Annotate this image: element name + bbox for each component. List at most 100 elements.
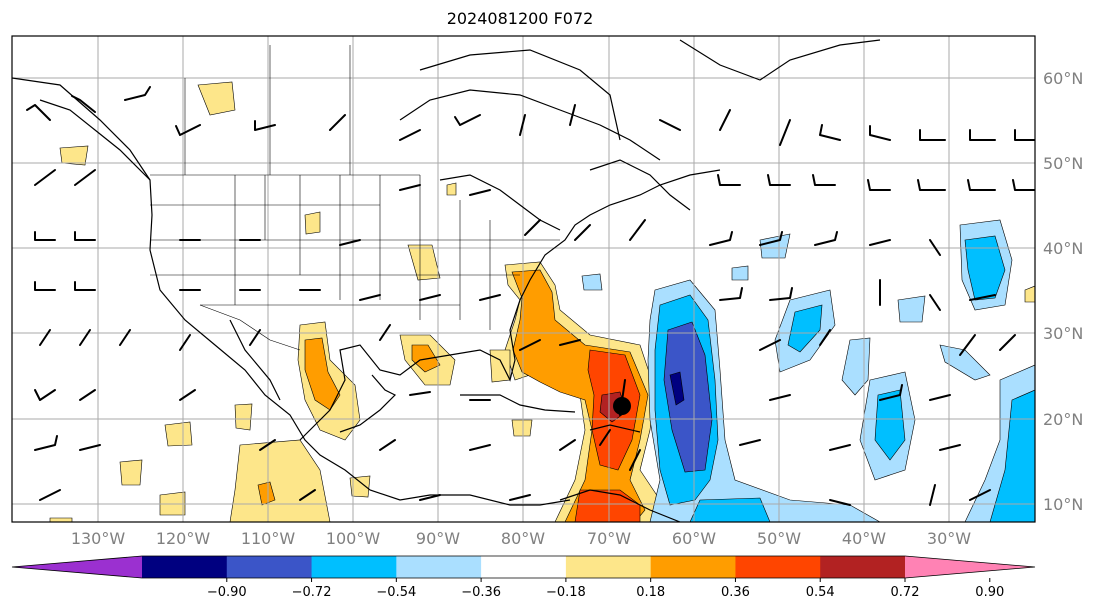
colorbar-extend-high [905,556,1035,578]
wind-barb [379,439,396,451]
colorbar-swatch [820,556,906,578]
wind-barb [39,489,61,501]
wind-barb [559,339,581,346]
wind-barb [469,189,491,196]
wind-barb [659,119,681,131]
wind-barb [79,389,96,401]
wind-barb [179,389,196,401]
wind-barb [469,444,491,451]
wind-barb [249,329,261,346]
colorbar-swatch [226,556,313,578]
wind-barb [717,174,741,186]
wind-barb [299,489,316,501]
wind-barb [819,124,841,141]
wind-barb [559,439,576,451]
colorbar-swatch [735,556,821,578]
wind-barb [879,384,903,401]
lon-label: 90°W [416,529,460,548]
lat-label: 20°N [1043,410,1083,429]
wind-barb [71,95,96,113]
wind-barb [629,449,641,471]
wind-barb [419,494,441,501]
wind-barb [769,394,791,401]
wind-barb [254,120,276,131]
wind-barb [719,287,743,301]
wind-barb [74,169,96,186]
wind-barb [629,219,646,241]
wind-barb [999,334,1016,351]
wind-barb [119,329,131,346]
wind-barb [509,494,531,501]
wind-barb [524,219,541,236]
colorbar-outline [11,555,1036,579]
wind-barb [34,281,56,291]
longitude-labels: 130°W 120°W 110°W 100°W 90°W 80°W 70°W 6… [71,529,971,548]
wind-barb [179,334,191,351]
wind-barb [967,179,996,191]
wind-barb [814,231,838,246]
wind-barb [819,329,831,346]
wind-barb [419,294,441,301]
lon-label: 60°W [672,529,716,548]
political-borders [150,45,560,351]
wind-barb [739,439,761,446]
wind-barb [767,174,791,186]
wind-barb [709,231,733,246]
wind-barb [74,231,96,241]
wind-barb [39,329,51,346]
colorbar-swatch [481,556,567,578]
colorbar-tick-label: 0.90 [975,585,1004,600]
lon-label: 30°W [927,529,971,548]
wind-barb [379,324,391,341]
colorbar-tick-label: 0.72 [891,585,920,600]
lat-label: 10°N [1043,495,1083,514]
wind-barb [769,287,793,301]
wind-barb [869,125,891,141]
lon-label: 70°W [587,529,631,548]
wind-barbs [26,86,1035,506]
lat-lon-grid [12,36,1035,522]
lon-label: 40°W [842,529,886,548]
wind-barb [969,294,996,301]
wind-barb [26,104,51,121]
wind-barb [409,391,431,396]
wind-barb [929,294,941,311]
colorbar-tick-label: −0.54 [376,585,416,600]
wind-barb [919,129,946,141]
colorbar-tick-label: 0.18 [636,585,665,600]
wind-barb [34,389,56,401]
wind-barb [929,394,951,401]
colorbar-swatch [142,556,228,578]
colorbar-swatch [396,556,482,578]
colorbar-tick-label: 0.54 [806,585,835,600]
wind-barb [869,239,891,246]
colorbar-tick-label: −0.36 [461,585,501,600]
wind-barb [959,334,976,356]
wind-barb [34,231,56,241]
wind-barb [1012,179,1035,191]
colorbar-swatch [311,556,397,578]
wind-barb [175,124,201,136]
wind-barb [519,339,541,351]
wind-barb [574,224,591,241]
wind-barb [939,444,961,451]
wind-barb [339,239,361,246]
colorbar-tick-label: −0.90 [207,585,247,600]
wind-barb [829,444,851,451]
wind-barb [599,429,611,446]
wind-barb [399,129,421,141]
wind-barb [779,119,791,146]
colorbar-extend-low [12,556,142,578]
lat-label: 40°N [1043,239,1083,258]
lon-label: 100°W [326,529,381,548]
wind-barb [759,339,781,351]
wind-barb [34,435,58,451]
latitude-labels: 60°N 50°N 40°N 30°N 20°N 10°N [1043,69,1083,514]
wind-barb [969,489,991,501]
colorbar-tick-label: −0.18 [546,585,586,600]
wind-barb [719,109,731,131]
wind-barb [1014,129,1035,141]
wind-barb [34,169,56,186]
lon-label: 130°W [71,529,126,548]
